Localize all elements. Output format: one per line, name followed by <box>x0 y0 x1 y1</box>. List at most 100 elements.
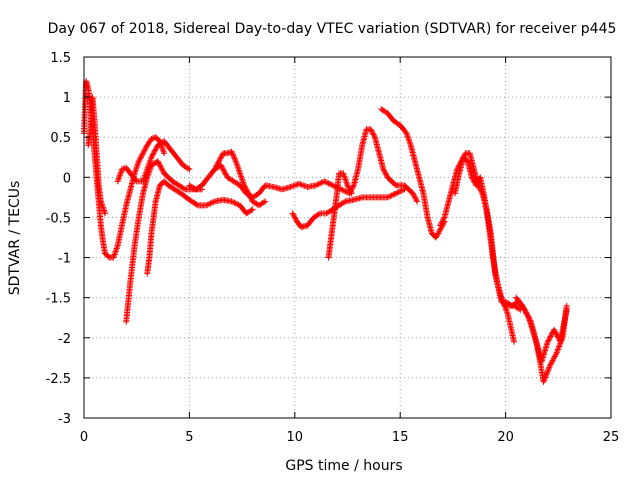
data-point <box>551 326 558 333</box>
data-point <box>137 154 144 161</box>
data-point <box>511 338 518 345</box>
data-point <box>289 210 296 217</box>
data-point <box>370 131 377 138</box>
data-point <box>151 147 158 154</box>
data-point <box>411 194 418 201</box>
data-point <box>241 183 248 190</box>
data-point <box>230 154 237 161</box>
data-point <box>438 219 445 226</box>
data-point <box>140 150 147 157</box>
data-point <box>498 296 505 303</box>
data-point <box>137 155 144 162</box>
data-point <box>503 307 510 314</box>
data-point <box>318 179 325 186</box>
y-tick-label: 0 <box>63 171 71 186</box>
chart-title: Day 067 of 2018, Sidereal Day-to-day VTE… <box>48 21 617 37</box>
data-point <box>218 154 225 161</box>
data-point <box>548 332 555 339</box>
data-point <box>246 191 253 198</box>
x-tick-label: 5 <box>185 430 193 445</box>
data-point <box>553 350 560 357</box>
data-point <box>383 171 390 178</box>
data-point <box>248 207 255 214</box>
data-point <box>368 127 375 134</box>
data-point <box>348 186 355 193</box>
data-point <box>230 152 237 159</box>
data-point <box>523 310 530 317</box>
data-point <box>435 229 442 236</box>
data-point <box>498 294 505 301</box>
data-point <box>436 227 443 234</box>
data-point <box>298 181 305 188</box>
data-point <box>291 214 298 221</box>
x-tick-label: 10 <box>287 430 304 445</box>
data-point <box>394 189 401 196</box>
data-point <box>218 163 225 170</box>
data-point <box>380 166 387 173</box>
data-point <box>398 187 405 194</box>
data-point <box>292 215 299 222</box>
data-point <box>554 333 561 340</box>
data-point <box>542 373 549 380</box>
x-tick-label: 0 <box>80 430 88 445</box>
data-point <box>315 181 322 188</box>
data-point <box>149 152 156 159</box>
data-point <box>347 189 354 196</box>
data-point <box>312 182 319 189</box>
data-point <box>248 195 255 202</box>
data-point <box>544 338 551 345</box>
data-point <box>314 181 321 188</box>
data-point <box>213 162 220 169</box>
data-point <box>157 163 164 170</box>
data-point <box>152 146 159 153</box>
data-point <box>215 158 222 165</box>
data-point <box>371 132 378 139</box>
data-point <box>220 166 227 173</box>
data-point <box>215 159 222 166</box>
x-tick-label: 20 <box>497 430 514 445</box>
y-tick-label: -2.5 <box>46 372 71 387</box>
data-point <box>142 146 149 153</box>
data-point <box>470 177 477 184</box>
y-tick-label: -1 <box>58 252 71 267</box>
data-point <box>563 306 570 313</box>
data-point <box>222 171 229 178</box>
data-point <box>545 365 552 372</box>
data-point <box>391 191 398 198</box>
data-point <box>543 371 550 378</box>
data-point <box>329 182 336 189</box>
data-point <box>234 201 241 208</box>
data-point <box>149 151 156 158</box>
data-point <box>139 151 146 158</box>
data-point <box>213 163 220 170</box>
data-point <box>291 182 298 189</box>
data-point <box>548 360 555 367</box>
data-point <box>290 211 297 218</box>
data-point <box>135 158 142 165</box>
data-point <box>544 368 551 375</box>
data-point <box>555 344 562 351</box>
data-point <box>553 349 560 356</box>
data-point <box>138 152 145 159</box>
data-point <box>502 306 509 313</box>
data-point <box>229 199 236 206</box>
data-point <box>203 202 210 209</box>
data-point <box>247 194 254 201</box>
data-point <box>324 179 331 186</box>
data-point <box>158 164 165 171</box>
data-point <box>551 353 558 360</box>
data-point <box>293 181 300 188</box>
series-track <box>513 294 570 365</box>
data-point <box>342 188 349 195</box>
data-point <box>212 164 219 171</box>
data-point <box>300 182 307 189</box>
data-point <box>214 160 221 167</box>
data-point <box>207 200 214 207</box>
data-point <box>231 199 238 206</box>
data-point <box>338 186 345 193</box>
data-point <box>554 346 561 353</box>
data-point <box>367 126 374 133</box>
data-point <box>545 367 552 374</box>
data-point <box>411 193 418 200</box>
data-point <box>520 304 527 311</box>
